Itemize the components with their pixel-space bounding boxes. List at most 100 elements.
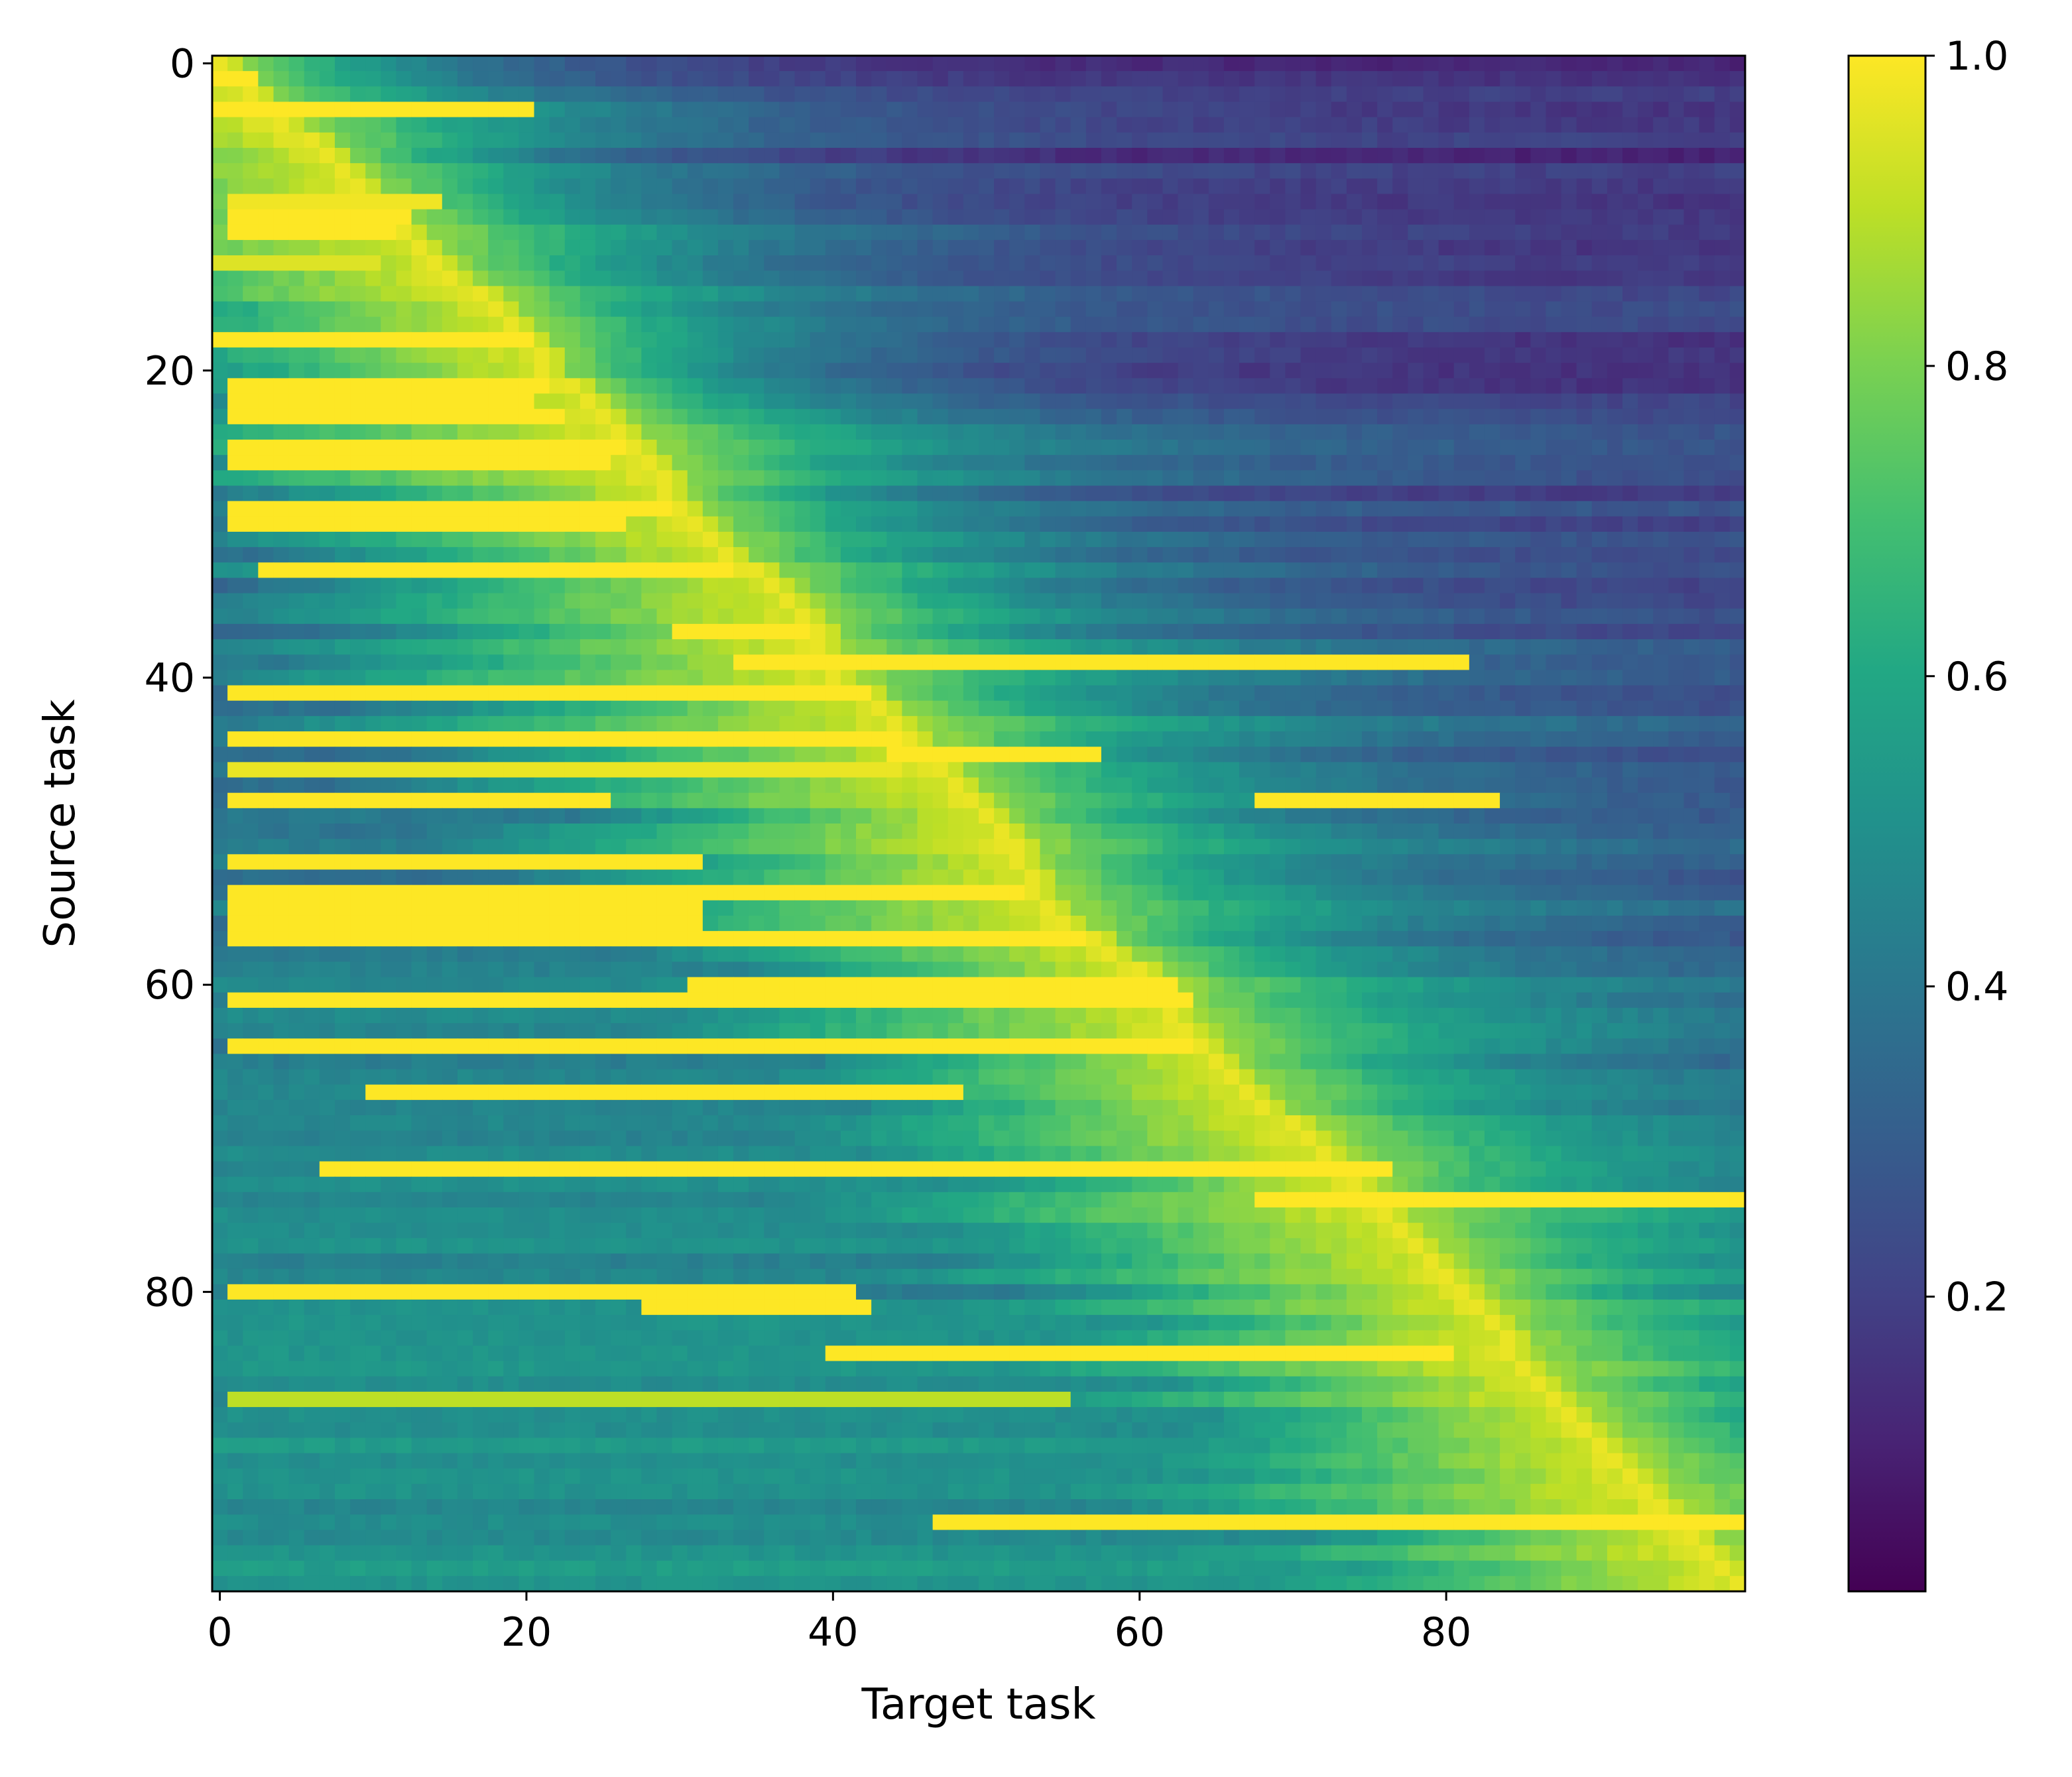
heatmap-cell [1132,608,1148,625]
heatmap-cell [1101,255,1117,271]
heatmap-cell [1500,71,1516,87]
heatmap-cell [442,685,458,702]
heatmap-cell [856,101,872,118]
heatmap-cell [1392,685,1408,702]
heatmap-cell [1530,71,1547,87]
heatmap-cell [319,762,335,778]
heatmap-cell [1331,255,1347,271]
heatmap-cell [1699,792,1715,809]
heatmap-cell [258,455,274,471]
heatmap-cell [932,639,949,655]
heatmap-cell [1024,132,1041,149]
heatmap-cell [1254,531,1270,548]
heatmap-cell [426,239,443,256]
heatmap-cell [1101,639,1117,655]
heatmap-cell [947,286,964,302]
heatmap-cell [1009,378,1025,395]
heatmap-cell [442,501,458,517]
heatmap-cell [396,178,412,195]
heatmap-cell [488,623,504,640]
heatmap-cell [1362,316,1378,333]
heatmap-cell [1714,239,1731,256]
heatmap-cell [1423,623,1439,640]
heatmap-cell [1530,255,1547,271]
heatmap-cell [1453,101,1470,118]
heatmap-cell [1315,255,1332,271]
heatmap-cell [288,163,305,179]
heatmap-cell [932,700,949,717]
heatmap-cell [979,347,995,363]
heatmap-cell [503,501,519,517]
heatmap-cell [963,654,979,670]
heatmap-cell [1208,71,1225,87]
heatmap-cell [1546,255,1562,271]
heatmap-cell [611,378,627,395]
heatmap-cell [1638,239,1654,256]
heatmap-cell [994,86,1010,103]
heatmap-cell [733,777,749,794]
heatmap-cell [1530,654,1547,670]
heatmap-cell [1546,547,1562,563]
heatmap-cell [810,56,826,72]
heatmap-cell [764,194,780,210]
heatmap-cell [810,470,826,487]
heatmap-cell [457,593,473,609]
heatmap-cell [1377,71,1393,87]
heatmap-cell [963,347,979,363]
heatmap-cell [626,747,642,763]
heatmap-cell [503,316,519,333]
heatmap-cell [963,101,979,118]
heatmap-cell [611,639,627,655]
heatmap-cell [595,455,611,471]
heatmap-cell [871,301,887,318]
heatmap-cell [1500,132,1516,149]
heatmap-cell [1162,440,1179,456]
heatmap-cell [1622,777,1638,794]
heatmap-cell [794,470,811,487]
heatmap-cell [1683,731,1700,747]
heatmap-cell [702,255,719,271]
heatmap-cell [1653,608,1669,625]
heatmap-cell [1469,224,1485,241]
heatmap-cell [564,56,581,72]
heatmap-cell [1591,408,1608,425]
heatmap-cell [717,777,734,794]
heatmap-cell [243,101,259,118]
heatmap-cell [917,301,934,318]
heatmap-cell [319,239,335,256]
heatmap-cell [1638,470,1654,487]
heatmap-cell [1055,700,1071,717]
heatmap-cell [503,408,519,425]
heatmap-cell [1515,531,1531,548]
heatmap-cell [503,593,519,609]
heatmap-cell [1147,470,1164,487]
heatmap-cell [611,332,627,348]
heatmap-cell [1223,117,1240,133]
heatmap-cell [1423,731,1439,747]
heatmap-cell [365,485,381,502]
heatmap-cell [534,440,550,456]
heatmap-cell [319,408,335,425]
heatmap-cell [1085,578,1102,594]
heatmap-cell [840,301,857,318]
heatmap-cell [1101,393,1117,410]
heatmap-cell [1392,670,1408,686]
heatmap-cell [764,470,780,487]
heatmap-cell [1607,56,1623,72]
heatmap-cell [1178,147,1194,164]
heatmap-cell [779,715,796,732]
heatmap-cell [1423,271,1439,286]
heatmap-cell [1546,132,1562,149]
heatmap-cell [917,685,934,702]
heatmap-cell [626,347,642,363]
heatmap-cell [687,86,703,103]
heatmap-cell [825,547,841,563]
heatmap-cell [1683,378,1700,395]
heatmap-cell [1530,455,1547,471]
heatmap-cell [273,516,290,532]
heatmap-cell [1040,747,1056,763]
heatmap-cell [749,715,764,732]
heatmap-cell [595,700,611,717]
heatmap-cell [917,623,934,640]
heatmap-cell [1546,224,1562,241]
